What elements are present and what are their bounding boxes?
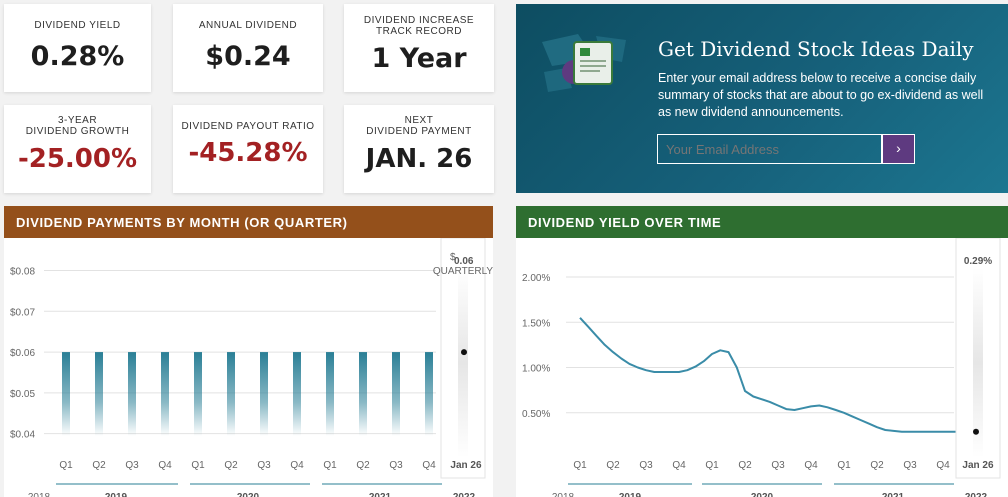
y-tick-label: 2.00% [522, 273, 550, 284]
payment-bar [161, 352, 169, 436]
stat-label: 3-YEAR DIVIDEND GROWTH [25, 115, 130, 137]
payment-bar [326, 352, 334, 436]
year-label: 2022 [453, 492, 476, 497]
stat-label: DIVIDEND INCREASE TRACK RECORD [363, 15, 475, 37]
stat-card-annual-dividend: ANNUAL DIVIDEND $0.24 [173, 4, 323, 92]
stat-value: $0.24 [205, 41, 291, 72]
current-column-track [973, 268, 983, 458]
x-tick-label: Q4 [158, 460, 172, 471]
stat-value: 1 Year [371, 43, 467, 74]
stat-card-dividend-yield: DIVIDEND YIELD 0.28% [4, 4, 151, 92]
yield-chart-header: DIVIDEND YIELD OVER TIME [516, 206, 1008, 238]
payment-bar [293, 352, 301, 436]
y-tick-label: $0.07 [10, 307, 35, 318]
payment-bar [260, 352, 268, 436]
payment-bar [392, 352, 400, 436]
promo-title: Get Dividend Stock Ideas Daily [658, 37, 974, 61]
y-tick-label: $0.06 [10, 348, 35, 359]
stat-label: NEXT DIVIDEND PAYMENT [366, 115, 472, 137]
current-date-label: Jan 26 [962, 460, 994, 471]
current-column-track [458, 268, 468, 458]
year-label: 2021 [882, 492, 905, 497]
x-tick-label: Q2 [738, 460, 752, 471]
payment-bar [359, 352, 367, 436]
current-frequency: QUARTERLY [433, 266, 493, 277]
payment-bar [227, 352, 235, 436]
stat-value: JAN. 26 [365, 144, 473, 174]
stat-value: -45.28% [188, 138, 308, 168]
payments-chart-header: DIVIDEND PAYMENTS BY MONTH (OR QUARTER) [4, 206, 493, 238]
x-tick-label: Q1 [837, 460, 851, 471]
payment-bar [425, 352, 433, 436]
x-tick-label: Q3 [639, 460, 653, 471]
x-tick-label: Q3 [257, 460, 271, 471]
payment-bar [62, 352, 70, 436]
dividend-payments-chart: $0.08 $0.07 $0.06 $0.05 $0.04 Q1 Q2 Q3 Q4 Q1 Q2 Q3 Q… [10, 238, 493, 497]
x-tick-label: Q4 [290, 460, 304, 471]
stat-card-payout-ratio: DIVIDEND PAYOUT RATIO -45.28% [173, 105, 323, 193]
stat-label: DIVIDEND YIELD [34, 20, 121, 31]
current-point [973, 428, 979, 435]
chevron-right-icon: › [896, 140, 901, 156]
dividend-yield-chart: 2.00% 1.50% 1.00% 0.50% Q1 Q2 Q3 Q4 Q1 Q2 Q3 Q4 Q1 Q2… [522, 238, 1001, 497]
stat-value: 0.28% [30, 41, 125, 72]
y-tick-label: 1.00% [522, 364, 550, 375]
year-label: 2019 [619, 492, 642, 497]
x-tick-label: Q2 [92, 460, 106, 471]
year-label: 2018 [28, 492, 51, 497]
x-tick-label: Q1 [323, 460, 337, 471]
x-tick-label: Q4 [422, 460, 436, 471]
x-tick-label: Q3 [125, 460, 139, 471]
year-label: 2019 [105, 492, 128, 497]
email-signup-promo: Get Dividend Stock Ideas Daily Enter you… [516, 4, 1008, 193]
current-date-label: Jan 26 [450, 460, 482, 471]
current-point [461, 349, 467, 356]
year-label: 2018 [552, 492, 575, 497]
x-tick-label: Q4 [936, 460, 950, 471]
stat-card-next-payment: NEXT DIVIDEND PAYMENT JAN. 26 [344, 105, 494, 193]
current-value-label: 0.06 [454, 256, 474, 267]
y-tick-label: $0.08 [10, 266, 35, 277]
x-tick-label: Q1 [573, 460, 587, 471]
stat-label: DIVIDEND PAYOUT RATIO [181, 121, 315, 132]
x-tick-label: Q3 [389, 460, 403, 471]
y-tick-label: 1.50% [522, 318, 550, 329]
y-tick-label: $0.04 [10, 430, 35, 441]
x-tick-label: Q4 [672, 460, 686, 471]
x-tick-label: Q4 [804, 460, 818, 471]
x-tick-label: Q1 [191, 460, 205, 471]
payment-bar [128, 352, 136, 436]
current-currency: $ [450, 252, 456, 263]
stat-label: ANNUAL DIVIDEND [198, 20, 298, 31]
stat-card-3yr-growth: 3-YEAR DIVIDEND GROWTH -25.00% [4, 105, 151, 193]
x-tick-label: Q2 [224, 460, 238, 471]
submit-email-button[interactable]: › [882, 134, 915, 164]
x-tick-label: Q3 [903, 460, 917, 471]
x-tick-label: Q2 [606, 460, 620, 471]
payment-bar [194, 352, 202, 436]
payment-bar [95, 352, 103, 436]
x-tick-label: Q1 [705, 460, 719, 471]
y-tick-label: 0.50% [522, 409, 550, 420]
email-input[interactable] [657, 134, 882, 164]
dividend-yield-panel: DIVIDEND YIELD OVER TIME 2.00% 1.50% 1.00%… [516, 206, 1008, 497]
year-label: 2021 [369, 492, 392, 497]
stat-value: -25.00% [17, 144, 138, 174]
stat-card-increase-track-record: DIVIDEND INCREASE TRACK RECORD 1 Year [344, 4, 494, 92]
year-label: 2020 [237, 492, 260, 497]
y-tick-label: $0.05 [10, 389, 35, 400]
year-label: 2020 [751, 492, 774, 497]
yield-line [579, 317, 976, 433]
dividend-certificate-icon [542, 34, 626, 92]
x-tick-label: Q2 [870, 460, 884, 471]
current-value-label: 0.29% [964, 256, 992, 267]
x-tick-label: Q1 [59, 460, 73, 471]
x-tick-label: Q2 [356, 460, 370, 471]
x-tick-label: Q3 [771, 460, 785, 471]
year-label: 2022 [965, 492, 988, 497]
dividend-payments-panel: DIVIDEND PAYMENTS BY MONTH (OR QUARTER) … [4, 206, 493, 497]
promo-description: Enter your email address below to receiv… [658, 71, 984, 119]
